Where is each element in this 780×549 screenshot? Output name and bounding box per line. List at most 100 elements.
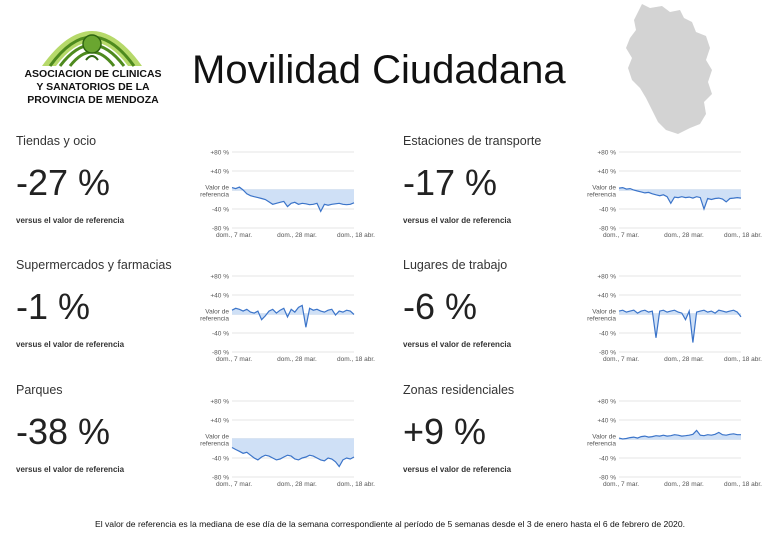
panel-title: Zonas residenciales — [403, 383, 515, 397]
panel-value: +9 % — [403, 411, 487, 452]
y-tick-label: Valor de — [205, 434, 229, 441]
series-line — [231, 446, 355, 468]
x-tick-label: dom., 18 abr. — [337, 356, 375, 363]
y-tick-label: referencia — [587, 192, 616, 199]
panel-value: -27 % — [16, 162, 111, 203]
x-tick-label: dom., 7 mar. — [603, 232, 639, 239]
panel-residential: Zonas residenciales +9 % versus el valor… — [403, 383, 773, 503]
y-tick-label: -80 % — [599, 350, 616, 357]
y-tick-label: -80 % — [599, 226, 616, 233]
y-tick-label: -40 % — [599, 331, 616, 338]
y-tick-label: -80 % — [212, 475, 229, 482]
y-tick-label: Valor de — [592, 185, 616, 192]
series-area — [619, 310, 741, 343]
series-area — [232, 305, 354, 328]
y-tick-label: -40 % — [212, 331, 229, 338]
y-tick-label: -40 % — [599, 207, 616, 214]
x-tick-label: dom., 7 mar. — [603, 356, 639, 363]
y-tick-label: -40 % — [212, 456, 229, 463]
x-tick-label: dom., 18 abr. — [724, 232, 762, 239]
panel-ref-label: versus el valor de referencia — [403, 340, 512, 349]
y-tick-label: -80 % — [212, 350, 229, 357]
y-tick-label: referencia — [587, 441, 616, 448]
y-tick-label: +80 % — [210, 274, 229, 281]
series-line — [618, 308, 742, 343]
panel-value: -1 % — [16, 286, 91, 327]
x-tick-label: dom., 18 abr. — [337, 481, 375, 488]
y-tick-label: -40 % — [212, 207, 229, 214]
association-logo: ASOCIACION DE CLINICAS Y SANATORIOS DE L… — [14, 14, 172, 114]
y-tick-label: Valor de — [205, 185, 229, 192]
y-tick-label: -40 % — [599, 456, 616, 463]
y-tick-label: +40 % — [210, 293, 229, 300]
panel-ref-label: versus el valor de referencia — [403, 216, 512, 225]
series-area — [619, 430, 741, 439]
logo-line: ASOCIACION DE CLINICAS — [24, 68, 162, 80]
y-tick-label: -80 % — [212, 226, 229, 233]
y-tick-label: +40 % — [597, 293, 616, 300]
x-tick-label: dom., 28 mar. — [664, 232, 704, 239]
panel-title: Tiendas y ocio — [16, 134, 97, 148]
panel-grocery: Supermercados y farmacias -1 % versus el… — [16, 258, 386, 378]
y-tick-label: +40 % — [210, 169, 229, 176]
y-tick-label: +80 % — [210, 150, 229, 157]
x-tick-label: dom., 7 mar. — [216, 232, 252, 239]
panel-value: -17 % — [403, 162, 498, 203]
panel-title: Estaciones de transporte — [403, 134, 542, 148]
logo-arch-icon — [42, 31, 142, 67]
panel-ref-label: versus el valor de referencia — [16, 340, 125, 349]
panel-ref-label: versus el valor de referencia — [16, 216, 125, 225]
series-line — [231, 304, 355, 328]
panel-title: Supermercados y farmacias — [16, 258, 172, 272]
y-tick-label: referencia — [587, 316, 616, 323]
x-tick-label: dom., 18 abr. — [724, 356, 762, 363]
y-tick-label: +40 % — [597, 169, 616, 176]
y-tick-label: +80 % — [597, 150, 616, 157]
x-tick-label: dom., 18 abr. — [337, 232, 375, 239]
footer-note: El valor de referencia es la mediana de … — [94, 519, 686, 529]
panel-value: -6 % — [403, 286, 478, 327]
panel-workplaces: Lugares de trabajo -6 % versus el valor … — [403, 258, 773, 378]
y-tick-label: referencia — [200, 441, 229, 448]
x-tick-label: dom., 7 mar. — [216, 481, 252, 488]
y-tick-label: +40 % — [210, 418, 229, 425]
logo-text: ASOCIACION DE CLINICAS Y SANATORIOS DE L… — [14, 68, 172, 107]
y-tick-label: +80 % — [597, 399, 616, 406]
series-line — [618, 429, 741, 440]
panel-value: -38 % — [16, 411, 111, 452]
series-line — [231, 186, 355, 213]
y-tick-label: +80 % — [597, 274, 616, 281]
panel-transit: Estaciones de transporte -17 % versus el… — [403, 134, 773, 254]
panel-ref-label: versus el valor de referencia — [16, 465, 125, 474]
y-tick-label: Valor de — [592, 434, 616, 441]
x-tick-label: dom., 28 mar. — [277, 232, 317, 239]
x-tick-label: dom., 28 mar. — [664, 481, 704, 488]
panel-ref-label: versus el valor de referencia — [403, 465, 512, 474]
x-tick-label: dom., 18 abr. — [724, 481, 762, 488]
x-tick-label: dom., 28 mar. — [277, 356, 317, 363]
series-area — [232, 439, 354, 467]
panel-title: Lugares de trabajo — [403, 258, 508, 272]
y-tick-label: -80 % — [599, 475, 616, 482]
page-title: Movilidad Ciudadana — [192, 48, 566, 92]
y-tick-label: referencia — [200, 316, 229, 323]
y-tick-label: +40 % — [597, 418, 616, 425]
y-tick-label: referencia — [200, 192, 229, 199]
y-tick-label: Valor de — [205, 309, 229, 316]
y-tick-label: +80 % — [210, 399, 229, 406]
panel-retail: Tiendas y ocio -27 % versus el valor de … — [16, 134, 386, 254]
panel-title: Parques — [16, 383, 63, 397]
series-area — [619, 187, 741, 209]
series-area — [232, 187, 354, 212]
x-tick-label: dom., 28 mar. — [277, 481, 317, 488]
x-tick-label: dom., 7 mar. — [216, 356, 252, 363]
x-tick-label: dom., 7 mar. — [603, 481, 639, 488]
logo-line: Y SANATORIOS DE LA — [36, 81, 150, 93]
y-tick-label: Valor de — [592, 309, 616, 316]
